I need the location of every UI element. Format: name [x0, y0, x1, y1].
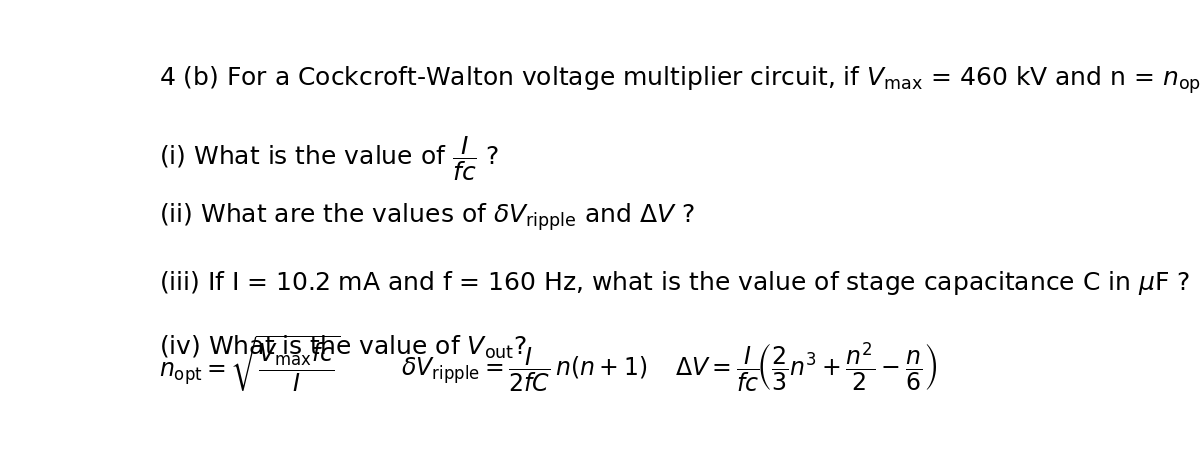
Text: 4 (b) For a Cockcroft-Walton voltage multiplier circuit, if $V_{\mathrm{max}}$ =: 4 (b) For a Cockcroft-Walton voltage mul… [160, 64, 1200, 96]
Text: $\delta V_{\mathrm{ripple}} = \dfrac{I}{2fC}\, n(n+1)$: $\delta V_{\mathrm{ripple}} = \dfrac{I}{… [401, 346, 648, 395]
Text: (iii) If I = 10.2 mA and f = 160 Hz, what is the value of stage capacitance C in: (iii) If I = 10.2 mA and f = 160 Hz, wha… [160, 269, 1190, 297]
Text: (iv) What is the value of $V_{\mathrm{out}}$?: (iv) What is the value of $V_{\mathrm{ou… [160, 334, 527, 361]
Text: $\Delta V = \dfrac{I}{fc}\!\left(\dfrac{2}{3}n^3 + \dfrac{n^2}{2} - \dfrac{n}{6}: $\Delta V = \dfrac{I}{fc}\!\left(\dfrac{… [676, 341, 937, 395]
Text: (i) What is the value of $\dfrac{I}{fc}$ ?: (i) What is the value of $\dfrac{I}{fc}$… [160, 134, 499, 183]
Text: $n_{\mathrm{opt}} = \sqrt{\dfrac{V_{\mathrm{max}}fc}{I}}$: $n_{\mathrm{opt}} = \sqrt{\dfrac{V_{\mat… [160, 334, 341, 395]
Text: (ii) What are the values of $\delta V_{\mathrm{ripple}}$ and $\Delta V$ ?: (ii) What are the values of $\delta V_{\… [160, 202, 695, 234]
